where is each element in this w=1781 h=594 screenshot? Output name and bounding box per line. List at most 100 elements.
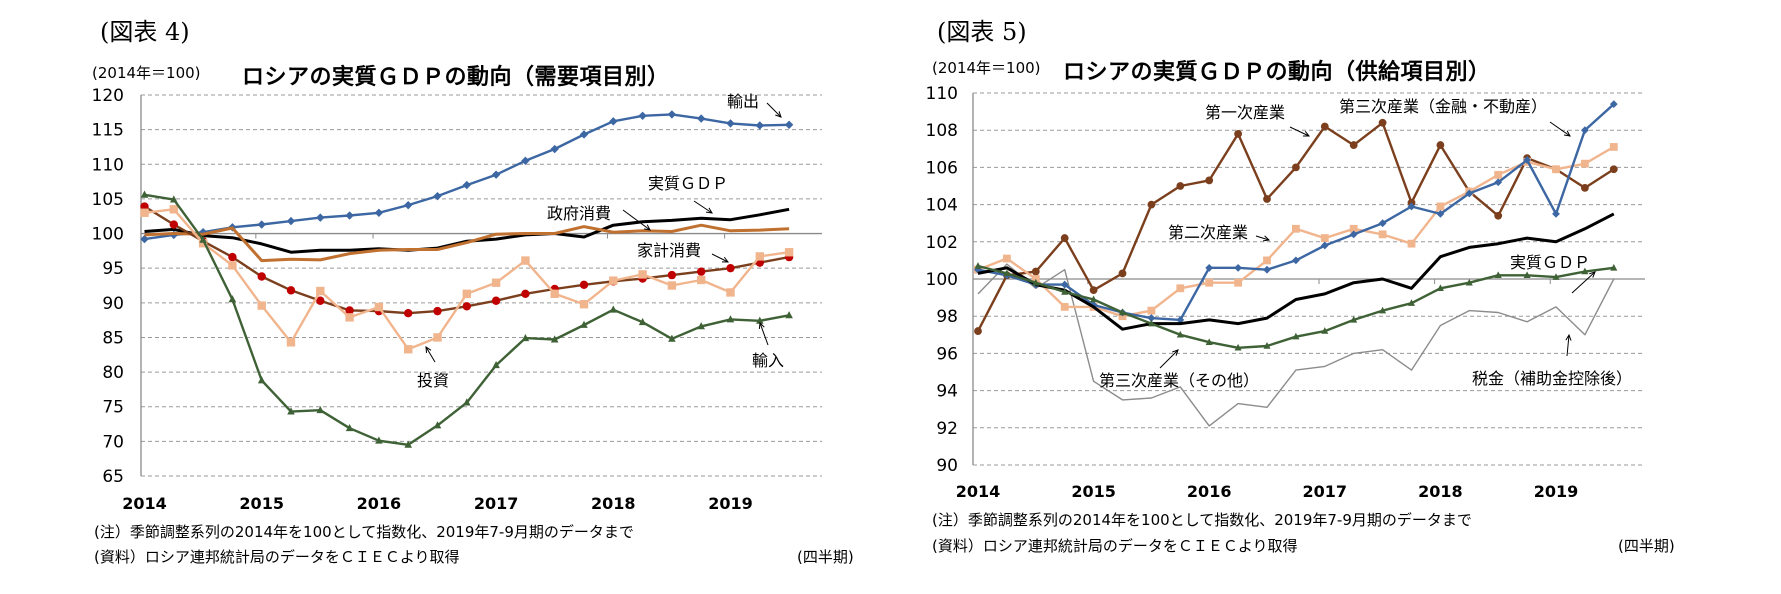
data-point xyxy=(286,286,296,295)
data-point xyxy=(491,296,501,305)
y-tick-label: 115 xyxy=(92,121,124,141)
x-tick-label: 2018 xyxy=(591,494,636,513)
data-point xyxy=(404,200,413,210)
data-point xyxy=(1378,219,1387,228)
data-point xyxy=(1003,269,1011,277)
y-tick-label: 98 xyxy=(936,307,958,327)
figure-5-label: (図表 5) xyxy=(937,18,1027,46)
data-point xyxy=(1234,263,1242,272)
series-第一次産業 xyxy=(974,118,1618,335)
y-tick-label: 85 xyxy=(102,328,124,348)
data-point xyxy=(1147,314,1156,322)
data-point xyxy=(1465,278,1473,286)
y-tick-label: 70 xyxy=(102,432,124,452)
data-point xyxy=(550,289,559,299)
data-point xyxy=(1234,278,1242,287)
y-tick-label: 94 xyxy=(936,382,958,402)
data-point xyxy=(521,289,530,299)
x-tick-label: 2019 xyxy=(708,494,753,513)
data-point xyxy=(316,296,325,305)
data-point xyxy=(462,302,471,311)
data-point xyxy=(1349,230,1358,239)
arrow-line xyxy=(693,200,713,214)
figure-4-unit-label: (2014年＝100) xyxy=(92,64,201,82)
data-point xyxy=(1349,224,1358,233)
data-point xyxy=(1292,256,1300,265)
data-point xyxy=(1321,327,1329,334)
data-point xyxy=(1494,178,1503,187)
y-tick-label: 90 xyxy=(936,456,958,476)
data-point xyxy=(462,289,471,299)
data-point xyxy=(1494,211,1503,220)
data-point xyxy=(316,213,325,222)
data-point xyxy=(1003,254,1011,263)
arrow-line xyxy=(1566,334,1570,357)
arrow-head xyxy=(758,321,765,330)
data-point xyxy=(1205,263,1214,272)
data-point xyxy=(580,320,588,328)
x-tick-label: 2019 xyxy=(1534,482,1579,501)
data-point xyxy=(1350,316,1358,323)
data-point xyxy=(286,338,296,347)
data-point xyxy=(609,305,618,313)
data-point xyxy=(667,281,677,290)
series-label: 第一次産業 xyxy=(1205,103,1285,122)
data-point xyxy=(1494,271,1502,279)
arrow-head xyxy=(644,224,651,231)
data-point xyxy=(492,360,500,369)
data-point xyxy=(1379,306,1387,314)
series-label: 実質ＧＤＰ xyxy=(1510,253,1590,272)
data-point xyxy=(1060,280,1069,289)
data-point xyxy=(140,234,149,244)
data-point xyxy=(1118,308,1127,316)
series-第二次産業 xyxy=(974,143,1618,321)
figure-4-note: (注）季節調整系列の2014年を100として指数化、2019年7-9月期のデータ… xyxy=(94,523,634,541)
arrow-line xyxy=(1159,349,1179,369)
arrow-head xyxy=(1565,333,1572,341)
series-label: 輸出 xyxy=(727,92,759,111)
data-point xyxy=(1089,286,1098,295)
data-point xyxy=(638,270,647,279)
data-point xyxy=(726,288,735,297)
data-point xyxy=(1263,265,1271,274)
data-point xyxy=(726,263,735,273)
data-point xyxy=(1320,122,1329,131)
data-point xyxy=(550,335,559,343)
x-tick-label: 2015 xyxy=(239,494,284,513)
series-label: 政府消費 xyxy=(547,204,611,223)
series-輸入 xyxy=(140,190,793,448)
data-point xyxy=(1147,200,1156,209)
series-政府消費 xyxy=(144,223,790,263)
x-tick-label: 2016 xyxy=(1187,482,1232,501)
data-point xyxy=(1089,301,1098,309)
series-line xyxy=(977,263,1615,427)
series-label: 第三次産業（その他） xyxy=(1099,371,1259,390)
data-point xyxy=(257,272,266,281)
data-point xyxy=(1378,230,1387,239)
data-point xyxy=(1292,163,1300,172)
arrow-line xyxy=(766,102,782,118)
data-point xyxy=(228,295,237,303)
figure-5-unit-label: (2014年＝100) xyxy=(932,59,1041,77)
data-point xyxy=(433,191,442,201)
data-point xyxy=(667,270,677,280)
figure-5-period-label: (四半期) xyxy=(1618,537,1675,555)
y-tick-label: 65 xyxy=(102,467,124,487)
data-point xyxy=(609,117,618,126)
data-point xyxy=(1147,319,1155,327)
data-point xyxy=(1609,100,1618,109)
data-point xyxy=(1234,343,1242,351)
data-point xyxy=(1436,210,1445,218)
y-tick-label: 90 xyxy=(102,294,124,314)
data-point xyxy=(1234,130,1242,138)
data-point xyxy=(169,220,178,229)
series-line xyxy=(144,223,790,263)
data-point xyxy=(1060,303,1069,311)
arrow-head xyxy=(721,256,730,263)
data-point xyxy=(1378,118,1387,127)
data-point xyxy=(1118,269,1127,278)
arrow-line xyxy=(425,346,436,363)
data-point xyxy=(1581,126,1589,135)
